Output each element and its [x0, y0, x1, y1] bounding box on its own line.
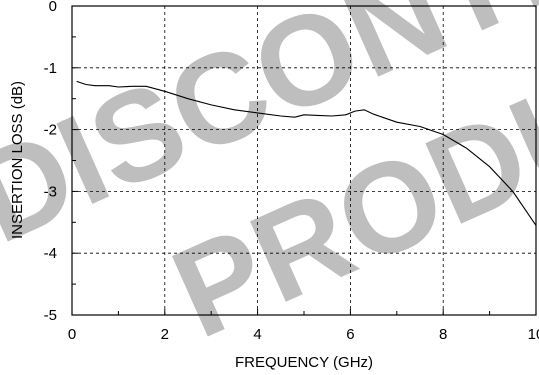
y-tick-label: 0 — [49, 0, 57, 15]
x-tick-label: 10 — [528, 326, 539, 343]
y-tick-label: -5 — [44, 307, 57, 324]
y-tick-label: -3 — [44, 183, 57, 200]
ticks — [71, 5, 537, 316]
x-tick-label: 6 — [346, 326, 354, 343]
y-tick-labels: 0 -1 -2 -3 -4 -5 — [44, 0, 57, 324]
x-tick-label: 2 — [161, 326, 169, 343]
x-tick-label: 0 — [68, 326, 76, 343]
x-tick-label: 4 — [253, 326, 261, 343]
x-tick-label: 8 — [439, 326, 447, 343]
y-tick-label: -4 — [44, 245, 57, 262]
x-axis-label: FREQUENCY (GHz) — [235, 354, 373, 371]
y-tick-label: -1 — [44, 60, 57, 77]
series-line — [76, 80, 537, 226]
grid — [72, 6, 536, 315]
y-axis-label: INSERTION LOSS (dB) — [9, 81, 26, 239]
x-tick-labels: 0 2 4 6 8 10 — [68, 326, 539, 343]
y-tick-label: -2 — [44, 122, 57, 139]
